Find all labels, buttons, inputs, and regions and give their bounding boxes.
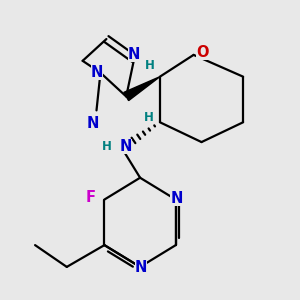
Text: F: F [85, 190, 96, 205]
Text: O: O [196, 45, 208, 60]
Text: N: N [135, 260, 147, 275]
Text: N: N [128, 47, 140, 62]
Text: H: H [101, 140, 111, 152]
Text: H: H [144, 111, 154, 124]
Text: H: H [145, 59, 155, 72]
Text: N: N [120, 139, 132, 154]
Text: N: N [170, 191, 183, 206]
Text: N: N [86, 116, 99, 131]
Text: N: N [91, 65, 104, 80]
Polygon shape [124, 77, 160, 100]
